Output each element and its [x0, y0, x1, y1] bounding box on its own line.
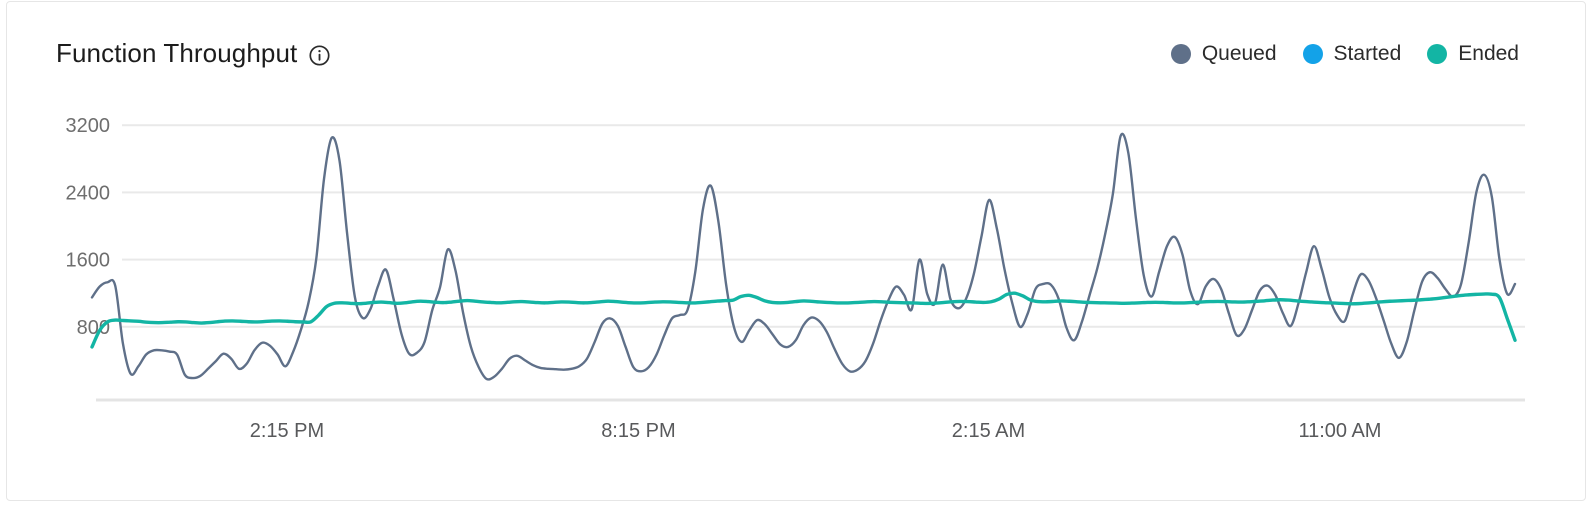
y-axis-tick-label: 3200 — [66, 115, 111, 137]
legend-item-started[interactable]: Started — [1302, 42, 1402, 66]
y-axis-tick-label: 2400 — [66, 182, 111, 204]
x-axis-tick-label: 11:00 AM — [1298, 420, 1381, 442]
y-axis-tick-label: 1600 — [66, 250, 111, 272]
x-axis-tick-label: 2:15 PM — [250, 420, 324, 442]
line-chart: 800 1600 2400 3200 2:15 PM 8:15 PM 2:15 AM 11:0… — [66, 115, 1525, 442]
y-axis-tick-label: 800 — [77, 317, 110, 339]
title-group: Function Throughput — [56, 38, 330, 69]
legend-item-ended[interactable]: Ended — [1427, 42, 1519, 66]
info-icon[interactable] — [309, 45, 330, 66]
legend-swatch-started — [1302, 44, 1323, 64]
x-axis-tick-label: 2:15 AM — [952, 420, 1025, 442]
chart-legend: Queued Started Ended — [1170, 42, 1519, 66]
function-throughput-card: Function Throughput Queued Started End — [6, 1, 1586, 501]
series-line-ended — [90, 291, 1517, 349]
x-axis-tick-label: 8:15 PM — [601, 420, 675, 442]
legend-label-queued: Queued — [1201, 42, 1277, 65]
legend-label-ended: Ended — [1458, 42, 1519, 65]
legend-item-queued[interactable]: Queued — [1170, 42, 1277, 66]
legend-swatch-queued — [1170, 44, 1191, 64]
series-line-queued — [90, 132, 1517, 381]
legend-label-started: Started — [1333, 42, 1402, 65]
chart-plot-area: 800 1600 2400 3200 2:15 PM 8:15 PM 2:15 AM 11:0… — [7, 2, 1587, 502]
page-title: Function Throughput — [56, 38, 298, 68]
card-header: Function Throughput Queued Started End — [7, 2, 1585, 88]
legend-swatch-ended — [1427, 44, 1448, 64]
